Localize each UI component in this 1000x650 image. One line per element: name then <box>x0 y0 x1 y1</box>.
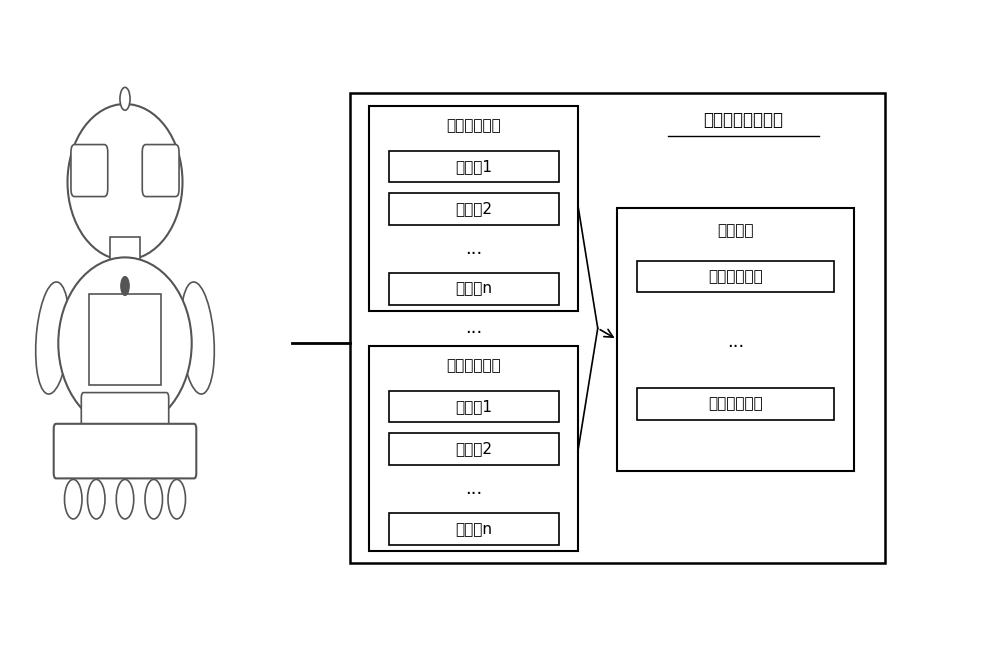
Text: 位置调整模式: 位置调整模式 <box>446 358 501 373</box>
Text: 照明调整模式: 照明调整模式 <box>708 269 763 284</box>
Text: ...: ... <box>465 240 482 258</box>
FancyBboxPatch shape <box>388 391 559 422</box>
Circle shape <box>88 480 105 519</box>
FancyBboxPatch shape <box>54 424 196 478</box>
Text: ...: ... <box>465 319 482 337</box>
Text: 子模式n: 子模式n <box>455 522 492 537</box>
FancyBboxPatch shape <box>388 193 559 225</box>
FancyBboxPatch shape <box>637 261 834 292</box>
FancyBboxPatch shape <box>637 388 834 420</box>
Circle shape <box>65 480 82 519</box>
FancyBboxPatch shape <box>369 105 578 311</box>
FancyBboxPatch shape <box>388 434 559 465</box>
Text: 子模式2: 子模式2 <box>455 441 492 456</box>
Text: 智能设备控制模式: 智能设备控制模式 <box>703 111 783 129</box>
FancyBboxPatch shape <box>71 144 108 196</box>
Text: ...: ... <box>727 333 744 350</box>
Circle shape <box>168 480 185 519</box>
FancyBboxPatch shape <box>369 346 578 551</box>
FancyBboxPatch shape <box>388 273 559 305</box>
FancyBboxPatch shape <box>388 151 559 182</box>
Text: 组合模式: 组合模式 <box>717 223 754 238</box>
Text: 照明调整模式: 照明调整模式 <box>446 118 501 133</box>
Bar <box>110 237 140 265</box>
Text: 子模式n: 子模式n <box>455 281 492 296</box>
Ellipse shape <box>36 282 69 394</box>
Circle shape <box>120 87 130 111</box>
Text: 子模式1: 子模式1 <box>455 159 492 174</box>
Text: 位置调整模式: 位置调整模式 <box>708 396 763 411</box>
Ellipse shape <box>181 282 214 394</box>
FancyBboxPatch shape <box>350 93 885 564</box>
FancyBboxPatch shape <box>81 393 169 437</box>
Circle shape <box>116 480 134 519</box>
Text: 子模式2: 子模式2 <box>455 202 492 216</box>
FancyBboxPatch shape <box>388 514 559 545</box>
Text: ...: ... <box>465 480 482 498</box>
Text: 子模式1: 子模式1 <box>455 399 492 414</box>
Ellipse shape <box>68 104 183 260</box>
FancyBboxPatch shape <box>142 144 179 196</box>
Ellipse shape <box>58 257 192 429</box>
FancyBboxPatch shape <box>617 208 854 471</box>
Circle shape <box>145 480 162 519</box>
FancyBboxPatch shape <box>89 294 161 385</box>
Circle shape <box>121 277 129 295</box>
